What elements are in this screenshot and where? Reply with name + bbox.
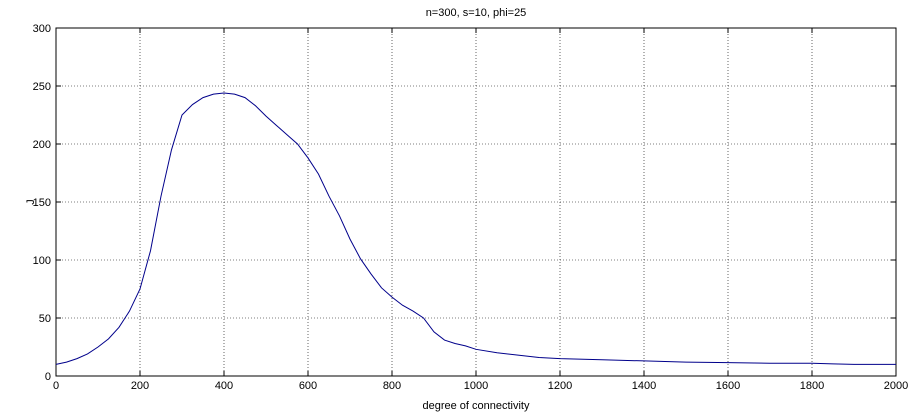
y-tick-label: 200	[33, 139, 51, 151]
x-tick-label: 1600	[716, 380, 740, 392]
x-axis-label: degree of connectivity	[422, 400, 530, 412]
y-tick-label: 150	[33, 197, 51, 209]
x-tick-label: 200	[131, 380, 149, 392]
x-tick-label: 1400	[632, 380, 656, 392]
y-axis-label: J	[25, 199, 37, 205]
series-line	[55, 92, 896, 365]
y-tick-label: 100	[33, 255, 51, 267]
x-tick-label: 1800	[800, 380, 824, 392]
x-tick-label: 2000	[884, 380, 908, 392]
x-tick-label: 0	[53, 380, 59, 392]
chart-title: n=300, s=10, phi=25	[426, 7, 527, 19]
y-tick-label: 50	[39, 313, 51, 325]
x-tick-label: 400	[215, 380, 233, 392]
axis-ticks: 0 200 400 600 800 1000 1200 1400 1600 1800 2000 0 50…	[33, 23, 909, 392]
y-tick-label: 0	[45, 371, 51, 383]
grid-lines	[56, 28, 896, 376]
x-tick-label: 1200	[548, 380, 572, 392]
x-tick-label: 600	[299, 380, 317, 392]
x-tick-label: 800	[383, 380, 401, 392]
y-tick-label: 300	[33, 23, 51, 35]
y-tick-label: 250	[33, 81, 51, 93]
x-tick-label: 1000	[464, 380, 488, 392]
